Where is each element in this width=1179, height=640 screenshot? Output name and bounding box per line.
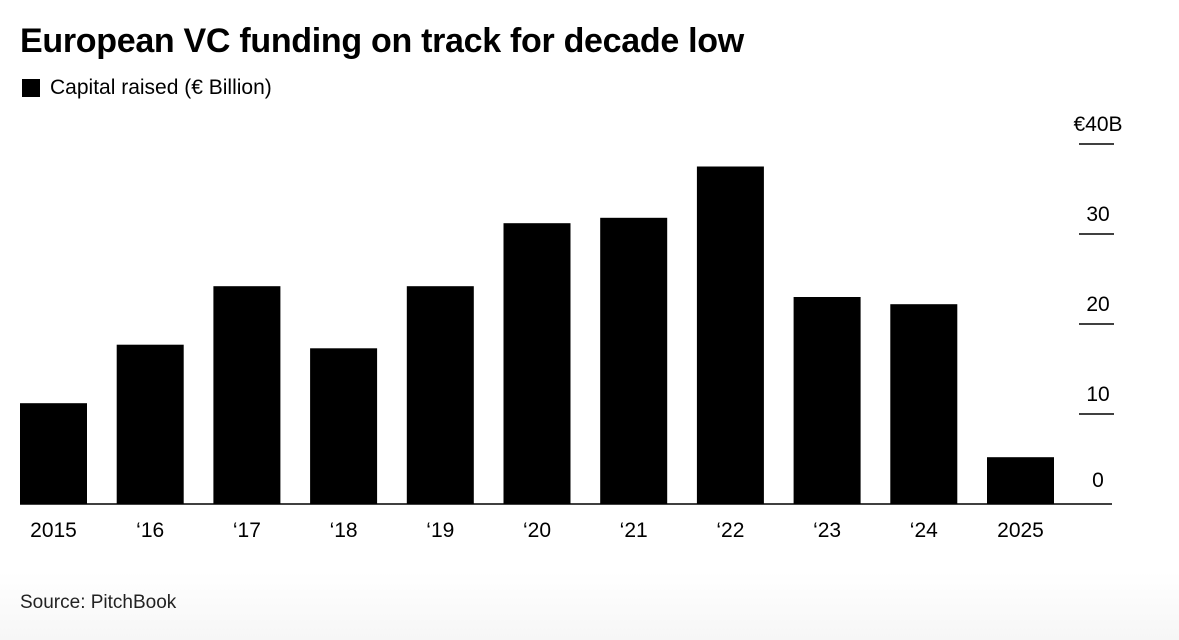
y-tick-label-1: 10 [1086,383,1109,406]
bar-7 [696,166,764,504]
bar-6 [600,217,668,505]
x-tick-label-7: ‘22 [716,519,744,542]
x-tick-label-6: ‘21 [620,519,648,542]
x-tick-label-3: ‘18 [330,519,358,542]
bar-4 [406,286,474,504]
bar-0 [20,403,87,504]
x-tick-label-4: ‘19 [426,519,454,542]
x-tick-label-0: 2015 [30,519,77,542]
y-tick-label-4: €40B [1073,113,1122,136]
x-tick-label-9: ‘24 [910,519,938,542]
bar-2 [213,286,281,504]
footer: Source: PitchBook [0,572,1179,640]
source-note: Source: PitchBook [20,592,177,613]
legend: Capital raised (€ Billion) [22,76,272,100]
legend-swatch [22,79,40,97]
y-tick-label-3: 30 [1086,203,1109,226]
bar-5 [503,223,571,504]
bar-3 [310,348,378,504]
x-tick-label-2: ‘17 [233,519,261,542]
bar-10 [987,457,1054,504]
x-tick-label-5: ‘20 [523,519,551,542]
chart-title: European VC funding on track for decade … [20,22,744,60]
bar-1 [116,344,184,504]
y-tick-label-0: 0 [1092,469,1104,492]
x-tick-label-8: ‘23 [813,519,841,542]
x-tick-label-10: 2025 [997,519,1044,542]
y-tick-label-2: 20 [1086,293,1109,316]
x-tick-label-1: ‘16 [136,519,164,542]
bar-chart: 2015 ‘16 ‘17 ‘18 ‘19 ‘20 ‘21 ‘22 ‘23 ‘24 2025 0 10 20… [20,113,1123,542]
legend-label: Capital raised (€ Billion) [50,76,272,99]
bar-8 [793,297,861,504]
bar-9 [890,304,958,504]
